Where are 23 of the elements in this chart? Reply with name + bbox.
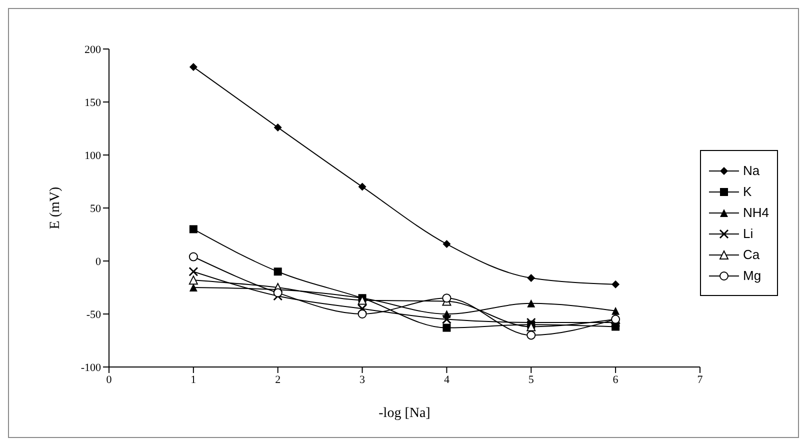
x-tick-label: 5 xyxy=(528,374,534,386)
y-tick-label: 150 xyxy=(84,96,102,109)
legend-label: Mg xyxy=(742,268,762,283)
x-axis-title: -log [Na] xyxy=(378,406,430,421)
x-tick-label: 3 xyxy=(360,374,366,386)
x-tick-label: 2 xyxy=(275,374,281,386)
x-tick-label: 6 xyxy=(612,374,619,386)
x-tick-label: 7 xyxy=(697,374,704,386)
y-tick-label: 100 xyxy=(84,150,102,162)
y-axis-title: E (mV) xyxy=(48,186,63,230)
y-tick-label: 200 xyxy=(84,44,102,56)
y-tick-label: -50 xyxy=(86,308,102,321)
legend-label: K xyxy=(742,184,752,199)
legend-label: Li xyxy=(742,226,754,241)
y-tick-label: 50 xyxy=(90,202,102,215)
legend-label: NH4 xyxy=(742,205,769,220)
legend-label: Ca xyxy=(742,247,760,262)
legend-label: Na xyxy=(742,163,760,178)
y-tick-label: -100 xyxy=(80,362,102,374)
x-tick-label: 4 xyxy=(444,374,450,386)
y-tick-label: 0 xyxy=(96,256,102,268)
x-tick-label: 1 xyxy=(190,374,196,386)
x-tick-label: 0 xyxy=(106,374,112,386)
